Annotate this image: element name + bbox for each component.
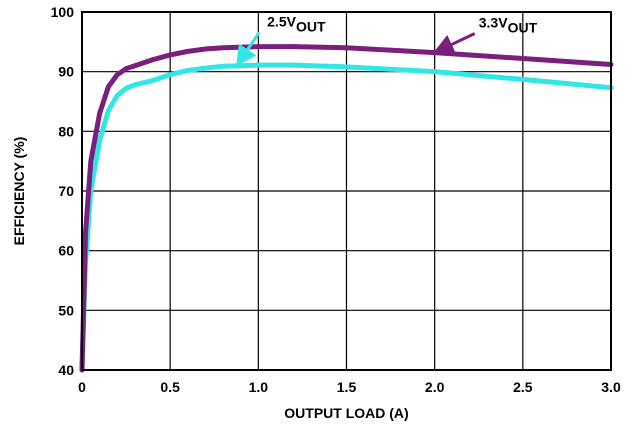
y-tick-label: 60 xyxy=(58,243,74,259)
series-line-25vout xyxy=(79,62,614,373)
plot-border xyxy=(81,11,612,371)
y-tick-label: 40 xyxy=(58,362,74,378)
annotation-label-main: 3.3V xyxy=(479,15,508,31)
annotation-label-sub: OUT xyxy=(508,20,538,36)
tick-labels: 0 0.5 1.0 1.5 2.0 2.5 3.0 40 50 60 70 80 90 100 xyxy=(51,4,621,395)
series-group xyxy=(79,44,614,373)
x-tick-label: 3.0 xyxy=(601,379,621,395)
x-axis-title: OUTPUT LOAD (A) xyxy=(284,405,408,421)
plot-frame xyxy=(81,11,612,371)
annotation-arrow-33vout xyxy=(432,32,476,54)
y-tick-label: 100 xyxy=(51,4,75,20)
x-tick-label: 0 xyxy=(78,379,86,395)
y-tick-label: 90 xyxy=(58,64,74,80)
x-tick-label: 0.5 xyxy=(160,379,180,395)
annotation-label-33vout: 3.3VOUT xyxy=(479,15,538,36)
y-tick-label: 70 xyxy=(58,183,74,199)
annotation-label-sub: OUT xyxy=(296,18,326,34)
annotation-label-main: 2.5V xyxy=(267,13,296,29)
annotation-arrow-25vout xyxy=(235,31,261,67)
x-tick-label: 1.0 xyxy=(249,379,269,395)
y-axis-title: EFFICIENCY (%) xyxy=(11,137,27,246)
annotation-label-25vout: 2.5VOUT xyxy=(267,13,326,34)
x-tick-label: 2.5 xyxy=(513,379,533,395)
y-tick-label: 50 xyxy=(58,302,74,318)
annotations: 2.5VOUT 3.3VOUT xyxy=(235,13,538,67)
y-tick-label: 80 xyxy=(58,123,74,139)
x-tick-label: 1.5 xyxy=(337,379,357,395)
series-line-33vout xyxy=(79,44,614,373)
x-tick-label: 2.0 xyxy=(425,379,445,395)
